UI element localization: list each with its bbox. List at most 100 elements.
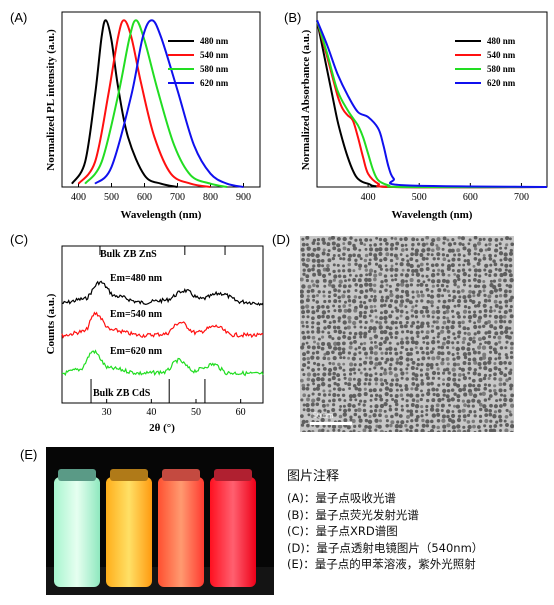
- nanoparticle: [503, 388, 507, 393]
- nanoparticle: [388, 404, 392, 408]
- nanoparticle: [487, 397, 491, 401]
- nanoparticle: [456, 355, 461, 360]
- nanoparticle: [378, 413, 382, 418]
- nanoparticle: [473, 360, 478, 365]
- nanoparticle: [338, 299, 342, 303]
- nanoparticle: [373, 334, 379, 339]
- nanoparticle: [472, 384, 476, 388]
- nanoparticle: [301, 324, 305, 328]
- nanoparticle: [316, 314, 322, 319]
- nanoparticle: [445, 305, 451, 310]
- nanoparticle: [378, 321, 383, 325]
- nanoparticle: [448, 403, 451, 407]
- nanoparticle: [406, 259, 410, 263]
- nanoparticle: [415, 299, 419, 303]
- nanoparticle: [446, 423, 451, 428]
- nanoparticle: [320, 259, 325, 263]
- nanoparticle: [369, 243, 372, 247]
- nanoparticle: [431, 356, 436, 361]
- nanoparticle: [503, 329, 509, 335]
- nanoparticle: [504, 304, 509, 308]
- nanoparticle: [316, 345, 321, 350]
- nanoparticle: [498, 251, 504, 256]
- nanoparticle: [320, 417, 325, 423]
- nanoparticle: [442, 236, 447, 241]
- pl-series-540nm: [77, 19, 211, 188]
- nanoparticle: [315, 350, 320, 355]
- nanoparticle: [369, 336, 373, 341]
- nanoparticle: [301, 330, 305, 335]
- nanoparticle: [333, 346, 338, 351]
- nanoparticle: [393, 347, 398, 351]
- nanoparticle: [472, 294, 476, 298]
- nanoparticle: [348, 367, 353, 372]
- nanoparticle: [467, 252, 471, 256]
- nanoparticle: [347, 262, 352, 267]
- nanoparticle: [477, 315, 483, 320]
- nanoparticle: [457, 263, 461, 267]
- nanoparticle: [462, 278, 467, 284]
- nanoparticle: [352, 393, 357, 399]
- nanoparticle: [404, 243, 408, 247]
- nanoparticle: [406, 262, 411, 267]
- nanoparticle: [477, 383, 481, 388]
- nanoparticle: [461, 268, 466, 272]
- nanoparticle: [343, 408, 348, 413]
- nanoparticle: [466, 259, 470, 263]
- nanoparticle: [389, 247, 394, 251]
- nanoparticle: [440, 269, 445, 273]
- nanoparticle: [445, 279, 450, 284]
- nanoparticle: [394, 278, 398, 282]
- nanoparticle: [416, 294, 421, 298]
- nanoparticle: [363, 341, 367, 345]
- nanoparticle: [354, 258, 358, 262]
- nanoparticle: [400, 420, 405, 425]
- nanoparticle: [492, 285, 497, 290]
- nanoparticle: [389, 299, 394, 303]
- nanoparticle: [383, 378, 388, 383]
- nanoparticle: [471, 299, 476, 304]
- nanoparticle: [323, 408, 327, 412]
- nanoparticle: [452, 295, 457, 300]
- nanoparticle: [425, 424, 430, 428]
- nanoparticle: [488, 409, 492, 413]
- nanoparticle: [337, 254, 341, 257]
- nanoparticle: [472, 357, 477, 362]
- nanoparticle: [353, 424, 357, 429]
- pl-x-tick-label: 500: [104, 192, 119, 203]
- nanoparticle: [322, 372, 327, 377]
- nanoparticle: [421, 356, 426, 361]
- xrd-trace-2: [61, 311, 264, 339]
- nanoparticle: [394, 246, 398, 251]
- nanoparticle: [420, 378, 424, 383]
- nanoparticle: [432, 336, 436, 340]
- nanoparticle: [393, 367, 398, 371]
- nanoparticle: [505, 423, 509, 427]
- nanoparticle: [487, 356, 493, 361]
- nanoparticle: [388, 284, 392, 288]
- nanoparticle: [331, 408, 336, 412]
- nanoparticle: [510, 420, 514, 424]
- nanoparticle: [509, 248, 513, 253]
- nanoparticle: [487, 294, 492, 299]
- nanoparticle: [410, 403, 415, 407]
- pl-legend-label: 540 nm: [200, 50, 229, 60]
- nanoparticle: [313, 340, 316, 344]
- nanoparticle: [484, 331, 488, 335]
- nanoparticle: [368, 373, 373, 378]
- nanoparticle: [494, 267, 498, 271]
- nanoparticle: [333, 293, 337, 297]
- nanoparticle: [347, 298, 352, 303]
- nanoparticle: [327, 424, 332, 428]
- nanoparticle: [411, 321, 416, 325]
- nanoparticle: [462, 246, 467, 251]
- nanoparticle: [473, 368, 477, 372]
- nanoparticle: [441, 272, 446, 277]
- nanoparticle: [336, 341, 341, 346]
- nanoparticle: [389, 258, 394, 263]
- nanoparticle: [347, 319, 352, 324]
- nanoparticle: [320, 377, 325, 382]
- nanoparticle: [451, 309, 455, 313]
- nanoparticle: [430, 273, 436, 278]
